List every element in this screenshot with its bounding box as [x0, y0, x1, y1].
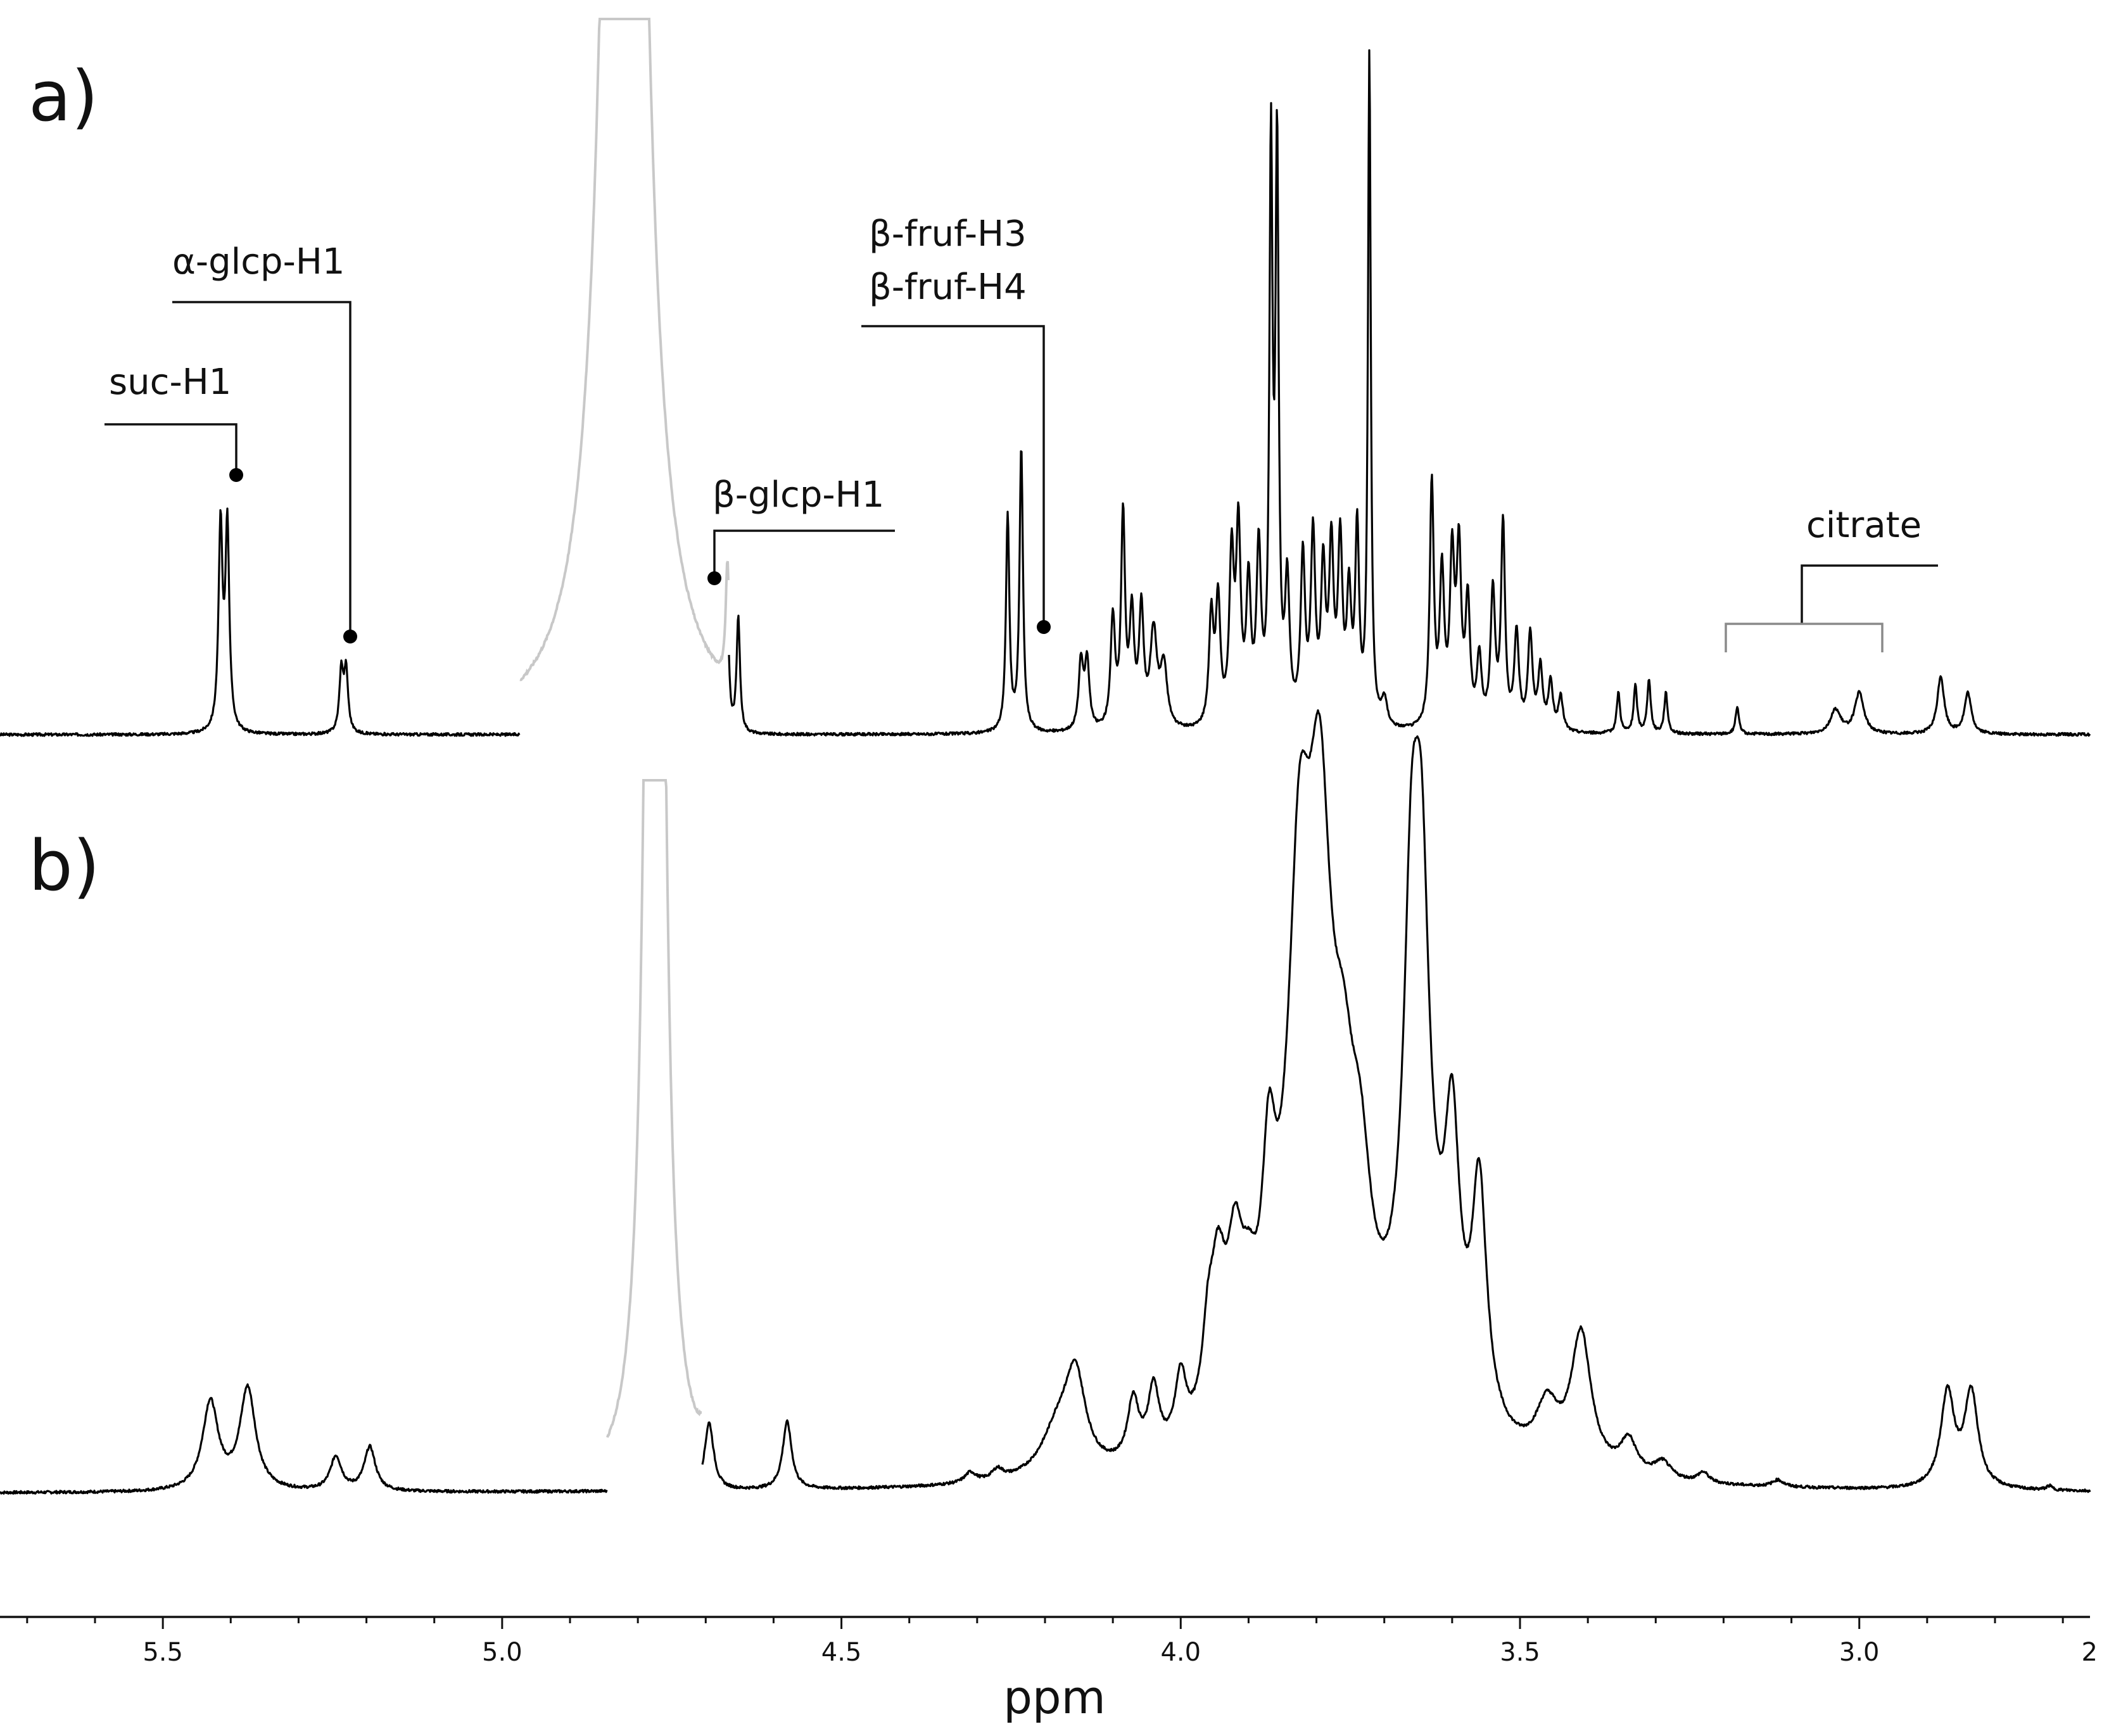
- x-axis: 5.5 5.0 4.5 4.0 3.5 3.0 2 ppm: [0, 1616, 2098, 1724]
- annotation-alpha-glcp-h1: α-glcp-H1: [172, 241, 357, 643]
- x-axis-tick-label: 5.0: [482, 1638, 522, 1667]
- annotation-leader: [861, 325, 1045, 624]
- annotation-dot: [707, 571, 721, 585]
- annotation-dot: [1037, 620, 1051, 634]
- x-axis-tick-label: 3.5: [1500, 1638, 1540, 1667]
- x-axis-ticks: 5.5 5.0 4.5 4.0 3.5 3.0 2: [26, 1617, 2098, 1667]
- annotation-label: β-fruf-H4: [869, 267, 1027, 308]
- x-axis-tick-label: 5.5: [142, 1638, 183, 1667]
- citrate-bracket: [1725, 623, 1884, 652]
- x-axis-tick-label: 4.5: [821, 1638, 862, 1667]
- x-axis-title: ppm: [1003, 1671, 1106, 1724]
- annotation-label: β-fruf-H3: [869, 213, 1027, 255]
- annotation-leader: [713, 529, 895, 575]
- annotation-label: β-glcp-H1: [712, 474, 884, 516]
- annotation-beta-glcp-h1: β-glcp-H1: [707, 474, 895, 585]
- annotation-citrate: citrate: [1725, 505, 1938, 652]
- panel-b-label: b): [28, 825, 100, 906]
- x-axis-tick-label: 3.0: [1839, 1638, 1880, 1667]
- spectrum-b-trace: [0, 709, 2091, 1495]
- x-axis-tick-label: 4.0: [1160, 1638, 1201, 1667]
- annotation-suc-h1: suc-H1: [104, 362, 243, 482]
- spectrum-a-trace: [0, 49, 2091, 737]
- spectrum-a: [0, 18, 2091, 737]
- annotation-dot: [229, 468, 243, 482]
- annotation-leader: [1801, 564, 1938, 624]
- annotation-label: citrate: [1806, 505, 1922, 546]
- annotation-beta-fruf-h3-h4: β-fruf-H3 β-fruf-H4: [861, 213, 1051, 634]
- x-axis-tick-label: 2: [2082, 1638, 2098, 1667]
- annotation-dot: [343, 630, 357, 643]
- spectrum-b: [0, 709, 2091, 1495]
- annotation-leader: [104, 423, 238, 472]
- spectrum-b-solvent-peak: [606, 779, 702, 1438]
- panel-a-label: a): [28, 56, 98, 137]
- annotation-label: suc-H1: [109, 362, 231, 403]
- annotation-label: α-glcp-H1: [172, 241, 345, 282]
- spectrum-a-solvent-peak: [519, 18, 730, 681]
- peak-annotations: suc-H1 α-glcp-H1 β-glcp-H1 β-fruf-H3 β-f…: [104, 213, 1938, 652]
- annotation-leader: [172, 301, 352, 633]
